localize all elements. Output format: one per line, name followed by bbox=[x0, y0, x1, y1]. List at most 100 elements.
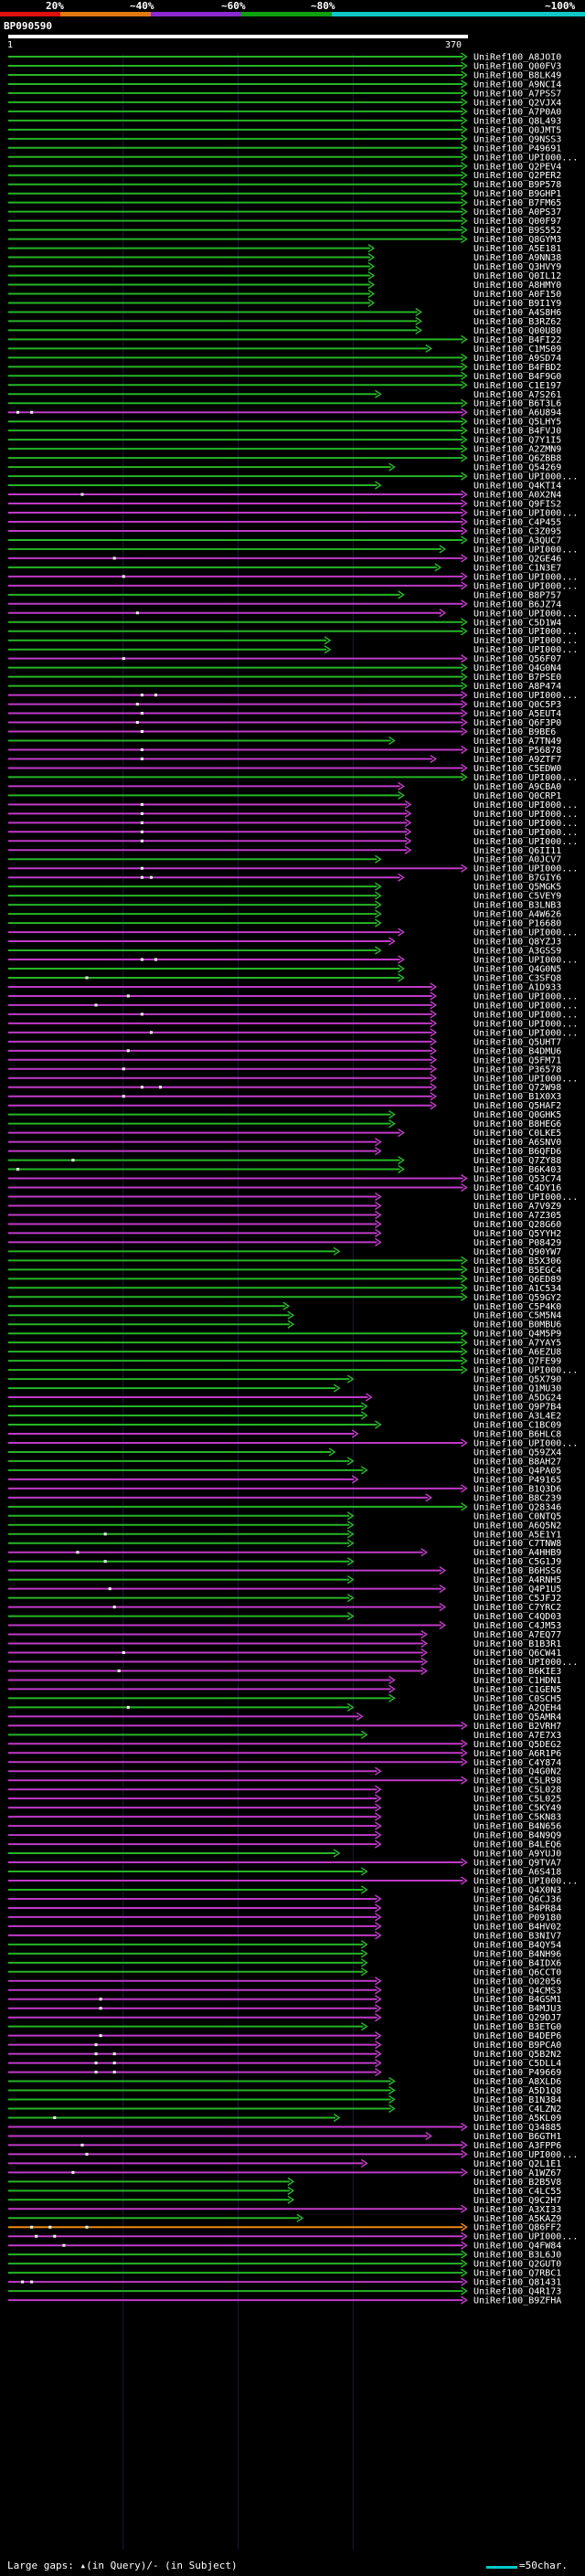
hit-id-link[interactable]: UniRef100_Q6CJ36 bbox=[473, 1894, 561, 1904]
hit-row[interactable]: UniRef100_UPI000... bbox=[8, 2149, 578, 2160]
hit-id-link[interactable]: UniRef100_Q6ZBB8 bbox=[473, 454, 561, 464]
hit-row[interactable]: UniRef100_UPI000... bbox=[8, 864, 578, 875]
hit-row[interactable]: UniRef100_B2VRH7 bbox=[8, 1721, 561, 1732]
hit-row[interactable]: UniRef100_UPI000... bbox=[8, 690, 578, 701]
hit-row[interactable]: UniRef100_B4FI22 bbox=[8, 334, 561, 345]
hit-id-link[interactable]: UniRef100_A7YAY5 bbox=[473, 1339, 561, 1349]
hit-row[interactable]: UniRef100_Q0GHK5 bbox=[8, 1110, 561, 1120]
hit-row[interactable]: UniRef100_Q8L493 bbox=[8, 116, 561, 126]
hit-row[interactable]: UniRef100_B1B3R1 bbox=[8, 1638, 561, 1649]
hit-row[interactable]: UniRef100_P49165 bbox=[8, 1475, 561, 1485]
hit-id-link[interactable]: UniRef100_Q4PA05 bbox=[473, 1466, 561, 1476]
hit-id-link[interactable]: UniRef100_B6JZ74 bbox=[473, 599, 561, 610]
hit-row[interactable]: UniRef100_A2ZMN9 bbox=[8, 444, 561, 455]
hit-id-link[interactable]: UniRef100_C1MS09 bbox=[473, 345, 561, 355]
hit-row[interactable]: UniRef100_Q0C5P3 bbox=[8, 699, 561, 710]
hit-row[interactable]: UniRef100_UPI000... bbox=[8, 772, 578, 783]
hit-row[interactable]: UniRef100_Q5AMR4 bbox=[8, 1712, 561, 1723]
hit-id-link[interactable]: UniRef100_B9BE6 bbox=[473, 727, 556, 737]
hit-row[interactable]: UniRef100_A5KAZ9 bbox=[8, 2213, 561, 2224]
hit-row[interactable]: UniRef100_Q6CJ36 bbox=[8, 1894, 561, 1904]
hit-id-link[interactable]: UniRef100_Q29DJ7 bbox=[473, 2013, 561, 2023]
hit-row[interactable]: UniRef100_B1N384 bbox=[8, 2094, 561, 2105]
hit-row[interactable]: UniRef100_Q4R173 bbox=[8, 2286, 561, 2297]
hit-id-link[interactable]: UniRef100_Q0C5P3 bbox=[473, 700, 561, 710]
hit-row[interactable]: UniRef100_C5G1J9 bbox=[8, 1557, 561, 1567]
hit-id-link[interactable]: UniRef100_UPI000... bbox=[473, 828, 578, 838]
hit-id-link[interactable]: UniRef100_Q59ZX4 bbox=[473, 1447, 561, 1458]
hit-id-link[interactable]: UniRef100_C5KY49 bbox=[473, 1804, 561, 1814]
hit-row[interactable]: UniRef100_B3L6J0 bbox=[8, 2250, 561, 2261]
hit-row[interactable]: UniRef100_A7E7X3 bbox=[8, 1730, 561, 1741]
hit-row[interactable]: UniRef100_A0X2N4 bbox=[8, 490, 561, 501]
hit-id-link[interactable]: UniRef100_Q6II11 bbox=[473, 846, 561, 856]
hit-id-link[interactable]: UniRef100_B5X306 bbox=[473, 1256, 561, 1267]
hit-id-link[interactable]: UniRef100_A8P474 bbox=[473, 682, 561, 692]
hit-row[interactable]: UniRef100_Q90YW7 bbox=[8, 1246, 561, 1257]
hit-id-link[interactable]: UniRef100_Q0CRP1 bbox=[473, 791, 561, 801]
hit-row[interactable]: UniRef100_Q86FF2 bbox=[8, 2222, 561, 2233]
hit-id-link[interactable]: UniRef100_B7GIY6 bbox=[473, 874, 561, 884]
hit-row[interactable]: UniRef100_Q4G0N2 bbox=[8, 1766, 561, 1777]
hit-id-link[interactable]: UniRef100_UPI000... bbox=[473, 1193, 578, 1203]
hit-id-link[interactable]: UniRef100_Q4KTI4 bbox=[473, 482, 561, 492]
hit-row[interactable]: UniRef100_C5L028 bbox=[8, 1785, 561, 1796]
hit-row[interactable]: UniRef100_B3NIV7 bbox=[8, 1931, 561, 1941]
hit-row[interactable]: UniRef100_A5DG24 bbox=[8, 1393, 561, 1404]
hit-id-link[interactable]: UniRef100_UPI000... bbox=[473, 1019, 578, 1029]
hit-row[interactable]: UniRef100_UPI000... bbox=[8, 800, 578, 811]
hit-row[interactable]: UniRef100_P36578 bbox=[8, 1065, 561, 1075]
hit-id-link[interactable]: UniRef100_Q4G0N2 bbox=[473, 1767, 561, 1777]
hit-id-link[interactable]: UniRef100_UPI000... bbox=[473, 645, 578, 655]
hit-row[interactable]: UniRef100_UPI000... bbox=[8, 955, 578, 966]
hit-id-link[interactable]: UniRef100_A1C534 bbox=[473, 1284, 561, 1294]
hit-row[interactable]: UniRef100_UPI000... bbox=[8, 1876, 578, 1887]
hit-row[interactable]: UniRef100_A6R1P6 bbox=[8, 1748, 561, 1759]
hit-id-link[interactable]: UniRef100_Q5AMR4 bbox=[473, 1712, 561, 1723]
hit-row[interactable]: UniRef100_B4HV02 bbox=[8, 1922, 561, 1932]
hit-row[interactable]: UniRef100_Q53C74 bbox=[8, 1173, 561, 1184]
hit-id-link[interactable]: UniRef100_A5KL09 bbox=[473, 2114, 561, 2124]
hit-id-link[interactable]: UniRef100_C5G1J9 bbox=[473, 1557, 561, 1567]
hit-id-link[interactable]: UniRef100_C1N3E7 bbox=[473, 563, 561, 573]
hit-id-link[interactable]: UniRef100_Q28G60 bbox=[473, 1220, 561, 1230]
hit-row[interactable]: UniRef100_A0JCV7 bbox=[8, 854, 561, 865]
hit-row[interactable]: UniRef100_A0PS37 bbox=[8, 207, 561, 217]
hit-row[interactable]: UniRef100_A7YAY5 bbox=[8, 1338, 561, 1349]
hit-row[interactable]: UniRef100_C4P455 bbox=[8, 517, 561, 527]
hit-id-link[interactable]: UniRef100_UPI000... bbox=[473, 2232, 578, 2242]
hit-id-link[interactable]: UniRef100_UPI000... bbox=[473, 153, 578, 163]
hit-id-link[interactable]: UniRef100_Q4R173 bbox=[473, 2287, 561, 2297]
hit-row[interactable]: UniRef100_Q9C2H7 bbox=[8, 2195, 561, 2206]
hit-row[interactable]: UniRef100_A4S8H6 bbox=[8, 307, 561, 318]
hit-row[interactable]: UniRef100_B9S552 bbox=[8, 225, 561, 236]
hit-id-link[interactable]: UniRef100_B4N9Q9 bbox=[473, 1831, 561, 1841]
hit-row[interactable]: UniRef100_B1Q3D6 bbox=[8, 1484, 561, 1494]
hit-id-link[interactable]: UniRef100_B8HEG6 bbox=[473, 1119, 561, 1129]
hit-id-link[interactable]: UniRef100_C5JFJ2 bbox=[473, 1594, 561, 1604]
hit-row[interactable]: UniRef100_B4MJU3 bbox=[8, 2004, 561, 2014]
hit-id-link[interactable]: UniRef100_B3NIV7 bbox=[473, 1931, 561, 1941]
hit-id-link[interactable]: UniRef100_UPI000... bbox=[473, 800, 578, 811]
hit-row[interactable]: UniRef100_Q9FIS2 bbox=[8, 499, 561, 510]
hit-row[interactable]: UniRef100_Q2VJX4 bbox=[8, 98, 561, 108]
hit-id-link[interactable]: UniRef100_B9I1Y9 bbox=[473, 299, 561, 309]
hit-id-link[interactable]: UniRef100_Q5HAF2 bbox=[473, 1101, 561, 1111]
hit-row[interactable]: UniRef100_C3SFQ8 bbox=[8, 973, 561, 983]
hit-id-link[interactable]: UniRef100_B6HLC8 bbox=[473, 1429, 561, 1439]
hit-row[interactable]: UniRef100_Q7RBC1 bbox=[8, 2268, 561, 2279]
hit-row[interactable]: UniRef100_B9I1Y9 bbox=[8, 298, 561, 309]
hit-id-link[interactable]: UniRef100_P08429 bbox=[473, 1238, 561, 1248]
hit-id-link[interactable]: UniRef100_B8LK49 bbox=[473, 70, 561, 80]
hit-row[interactable]: UniRef100_UPI000... bbox=[8, 1001, 578, 1011]
hit-row[interactable]: UniRef100_Q28G60 bbox=[8, 1219, 561, 1230]
hit-id-link[interactable]: UniRef100_C0LKE5 bbox=[473, 1129, 561, 1139]
hit-id-link[interactable]: UniRef100_A5E181 bbox=[473, 244, 561, 254]
hit-id-link[interactable]: UniRef100_B6QFD6 bbox=[473, 1147, 561, 1157]
hit-id-link[interactable]: UniRef100_B4DEP6 bbox=[473, 2031, 561, 2041]
hit-id-link[interactable]: UniRef100_Q5DEG2 bbox=[473, 1740, 561, 1750]
hit-id-link[interactable]: UniRef100_Q9P7B4 bbox=[473, 1403, 561, 1413]
hit-row[interactable]: UniRef100_Q0JMT5 bbox=[8, 125, 561, 135]
hit-row[interactable]: UniRef100_Q7FE99 bbox=[8, 1356, 561, 1367]
hit-id-link[interactable]: UniRef100_UPI000... bbox=[473, 609, 578, 619]
